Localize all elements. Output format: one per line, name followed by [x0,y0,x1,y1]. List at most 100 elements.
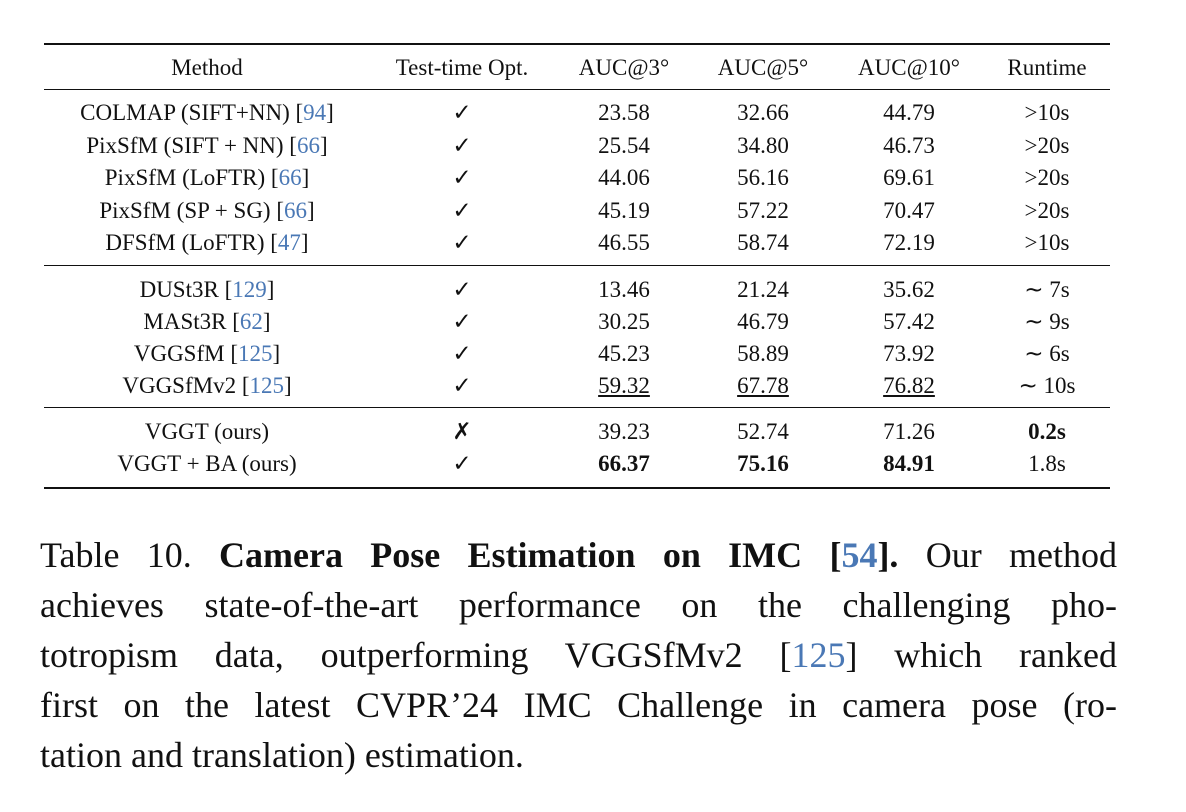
auc-value: 45.19 [598,198,650,223]
auc-value: 35.62 [883,277,935,302]
method-cell: DUSt3R [129] [140,277,275,303]
method-name: VGGSfM [ [133,341,238,366]
citation: 125 [249,373,284,398]
method-cell: VGGSfM [125] [134,341,280,367]
runtime: >10s [1024,230,1070,255]
auc-value: 72.19 [883,230,935,255]
runtime: 1.8s [1028,451,1066,476]
citation: 54 [841,535,878,575]
auc-value: 46.73 [883,133,935,158]
caption-line: tation and translation) estimation. [40,730,1117,780]
caption-text: tation and translation) estimation. [40,735,524,775]
citation: 66 [278,165,302,190]
column-header: AUC@10° [858,55,960,80]
method-cell: DFSfM (LoFTR) [47] [105,230,308,256]
group-rule [44,265,1110,267]
method-name: COLMAP (SIFT+NN) [ [80,100,304,125]
method-name: PixSfM (LoFTR) [ [104,165,279,190]
auc-value: 21.24 [737,277,789,302]
test-time-opt: ✓ [452,165,472,190]
citation-bracket: ] [272,341,281,366]
auc-value: 44.79 [883,100,935,125]
auc-value: 23.58 [598,100,650,125]
runtime: ∼ 10s [1018,373,1076,398]
citation-bracket: ] [301,165,310,190]
auc-value: 32.66 [737,100,789,125]
header-rule [44,89,1110,91]
bottom-rule [44,487,1110,489]
auc-value: 57.42 [883,309,935,334]
auc-value: 71.26 [883,419,935,444]
test-time-opt: ✓ [452,133,472,158]
citation: 125 [237,341,273,366]
method-cell: PixSfM (LoFTR) [66] [105,165,309,191]
runtime: >20s [1024,133,1070,158]
caption-text: totropism data, outperforming VGGSfMv2 [ [40,635,792,675]
column-header: Method [171,55,243,80]
test-time-opt: ✓ [452,451,472,476]
caption-text: ] which ranked [845,635,1118,675]
auc-value: 76.82 [883,373,935,398]
method-name: DUSt3R [ [139,277,233,302]
runtime: ∼ 9s [1024,309,1070,334]
test-time-opt: ✗ [452,419,472,444]
test-time-opt: ✓ [452,230,472,255]
runtime: >10s [1024,100,1070,125]
method-name: PixSfM (SIFT + NN) [ [86,133,297,158]
auc-value: 25.54 [598,133,650,158]
citation-bracket: ] [300,230,309,255]
auc-value: 58.74 [737,230,789,255]
citation: 62 [239,309,263,334]
auc-value: 52.74 [737,419,789,444]
method-cell: PixSfM (SIFT + NN) [66] [86,133,327,159]
method-cell: PixSfM (SP + SG) [66] [99,198,314,224]
top-rule [44,43,1110,45]
method-cell: VGGSfMv2 [125] [122,373,291,399]
auc-value: 58.89 [737,341,789,366]
caption-line: achieves state-of-the-art performance on… [40,580,1117,630]
citation: 129 [232,277,267,302]
auc-value: 59.32 [598,373,650,398]
auc-value: 75.16 [737,451,789,476]
method-cell: VGGT + BA (ours) [117,451,296,477]
auc-value: 44.06 [598,165,650,190]
citation-bracket: ] [283,373,292,398]
auc-value: 73.92 [883,341,935,366]
caption-text: ]. [877,535,899,575]
method-name: VGGT + BA (ours) [117,451,297,476]
auc-value: 67.78 [737,373,789,398]
auc-value: 70.47 [883,198,935,223]
test-time-opt: ✓ [452,198,472,223]
method-cell: COLMAP (SIFT+NN) [94] [80,100,334,126]
citation-bracket: ] [326,100,334,125]
caption-line: Table 10. Camera Pose Estimation on IMC … [40,530,1117,580]
method-cell: MASt3R [62] [143,309,270,335]
auc-value: 46.79 [737,309,789,334]
auc-value: 84.91 [883,451,935,476]
test-time-opt: ✓ [452,373,472,398]
runtime: ∼ 7s [1024,277,1070,302]
auc-value: 13.46 [598,277,650,302]
citation: 125 [791,635,846,675]
caption-text: Table 10. [40,535,220,575]
column-header: AUC@5° [717,55,809,80]
auc-value: 57.22 [737,198,789,223]
runtime: >20s [1024,165,1070,190]
method-name: PixSfM (SP + SG) [ [99,198,284,223]
caption-line: totropism data, outperforming VGGSfMv2 [… [40,630,1117,680]
caption-text: first on the latest CVPR’24 IMC Challeng… [40,685,1117,725]
caption-text: achieves state-of-the-art performance on… [40,585,1117,625]
method-name: MASt3R [ [143,309,240,334]
method-name: DFSfM (LoFTR) [ [105,230,278,255]
column-header: Runtime [1007,55,1087,80]
runtime: ∼ 6s [1024,341,1070,366]
auc-value: 34.80 [737,133,789,158]
auc-value: 45.23 [598,341,650,366]
citation: 94 [303,100,327,125]
test-time-opt: ✓ [452,277,472,302]
table-caption: Table 10. Camera Pose Estimation on IMC … [40,530,1117,780]
auc-value: 39.23 [598,419,650,444]
group-rule [44,407,1110,409]
auc-value: 69.61 [883,165,935,190]
